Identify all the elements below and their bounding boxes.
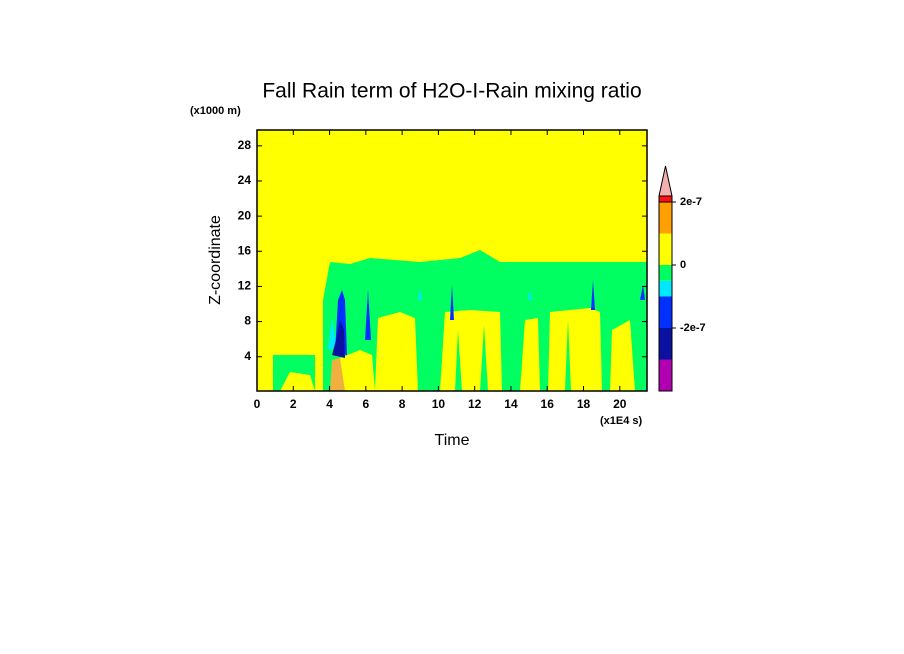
colorbar-segment bbox=[659, 328, 672, 360]
y-unit: (x1000 m) bbox=[190, 105, 241, 117]
colorbar-tick-label: 2e-7 bbox=[680, 196, 702, 208]
colorbar-segment bbox=[659, 359, 672, 391]
x-tick-label: 2 bbox=[290, 397, 297, 411]
contour-region bbox=[528, 290, 532, 300]
contour-region bbox=[375, 312, 418, 391]
contour-region bbox=[332, 320, 345, 358]
contour-region bbox=[610, 320, 635, 391]
colorbar-segment bbox=[659, 296, 672, 328]
x-tick-label: 10 bbox=[432, 397, 446, 411]
contour-region bbox=[591, 280, 595, 310]
x-tick-label: 8 bbox=[399, 397, 406, 411]
contour-field bbox=[273, 250, 647, 391]
x-tick-label: 6 bbox=[362, 397, 369, 411]
x-tick-label: 16 bbox=[541, 397, 555, 411]
contour-region bbox=[520, 318, 540, 391]
y-tick-label: 12 bbox=[238, 279, 252, 293]
chart-title: Fall Rain term of H2O-I-Rain mixing rati… bbox=[262, 80, 641, 103]
y-tick-label: 24 bbox=[238, 173, 252, 187]
colorbar-segment bbox=[659, 202, 672, 234]
colorbar-segment bbox=[659, 265, 672, 281]
x-tick-label: 14 bbox=[504, 397, 518, 411]
contour-region bbox=[328, 318, 337, 350]
y-tick-label: 28 bbox=[238, 138, 252, 152]
contour-region bbox=[280, 372, 315, 391]
x-unit: (x1E4 s) bbox=[600, 415, 643, 427]
y-tick-label: 20 bbox=[238, 208, 252, 222]
colorbar-tick-label: 0 bbox=[680, 259, 686, 271]
contour-region bbox=[548, 308, 602, 391]
contour-region bbox=[480, 325, 488, 391]
x-axis-title: Time bbox=[435, 432, 470, 449]
contour-region bbox=[440, 310, 502, 391]
x-tick-label: 4 bbox=[326, 397, 333, 411]
contour-region bbox=[565, 320, 571, 391]
contour-region bbox=[330, 358, 345, 391]
plot-frame bbox=[256, 129, 648, 392]
y-axis-title: Z-coordinate bbox=[207, 215, 224, 305]
contour-region bbox=[455, 330, 462, 391]
x-tick-label: 20 bbox=[613, 397, 627, 411]
x-tick-label: 12 bbox=[468, 397, 482, 411]
y-tick-label: 4 bbox=[244, 349, 251, 363]
contour-region bbox=[640, 285, 645, 300]
contour-region bbox=[450, 285, 454, 320]
x-tick-label: 18 bbox=[577, 397, 591, 411]
contour-region bbox=[365, 290, 371, 340]
y-tick-label: 8 bbox=[244, 314, 251, 328]
colorbar-over bbox=[658, 195, 673, 203]
contour-region bbox=[418, 288, 422, 300]
x-tick-label: 0 bbox=[254, 397, 261, 411]
colorbar-segment bbox=[659, 233, 672, 265]
colorbar-extend bbox=[658, 165, 673, 197]
colorbar-segment bbox=[659, 280, 672, 297]
y-tick-label: 16 bbox=[238, 243, 252, 257]
colorbar-tick-label: -2e-7 bbox=[680, 322, 706, 334]
